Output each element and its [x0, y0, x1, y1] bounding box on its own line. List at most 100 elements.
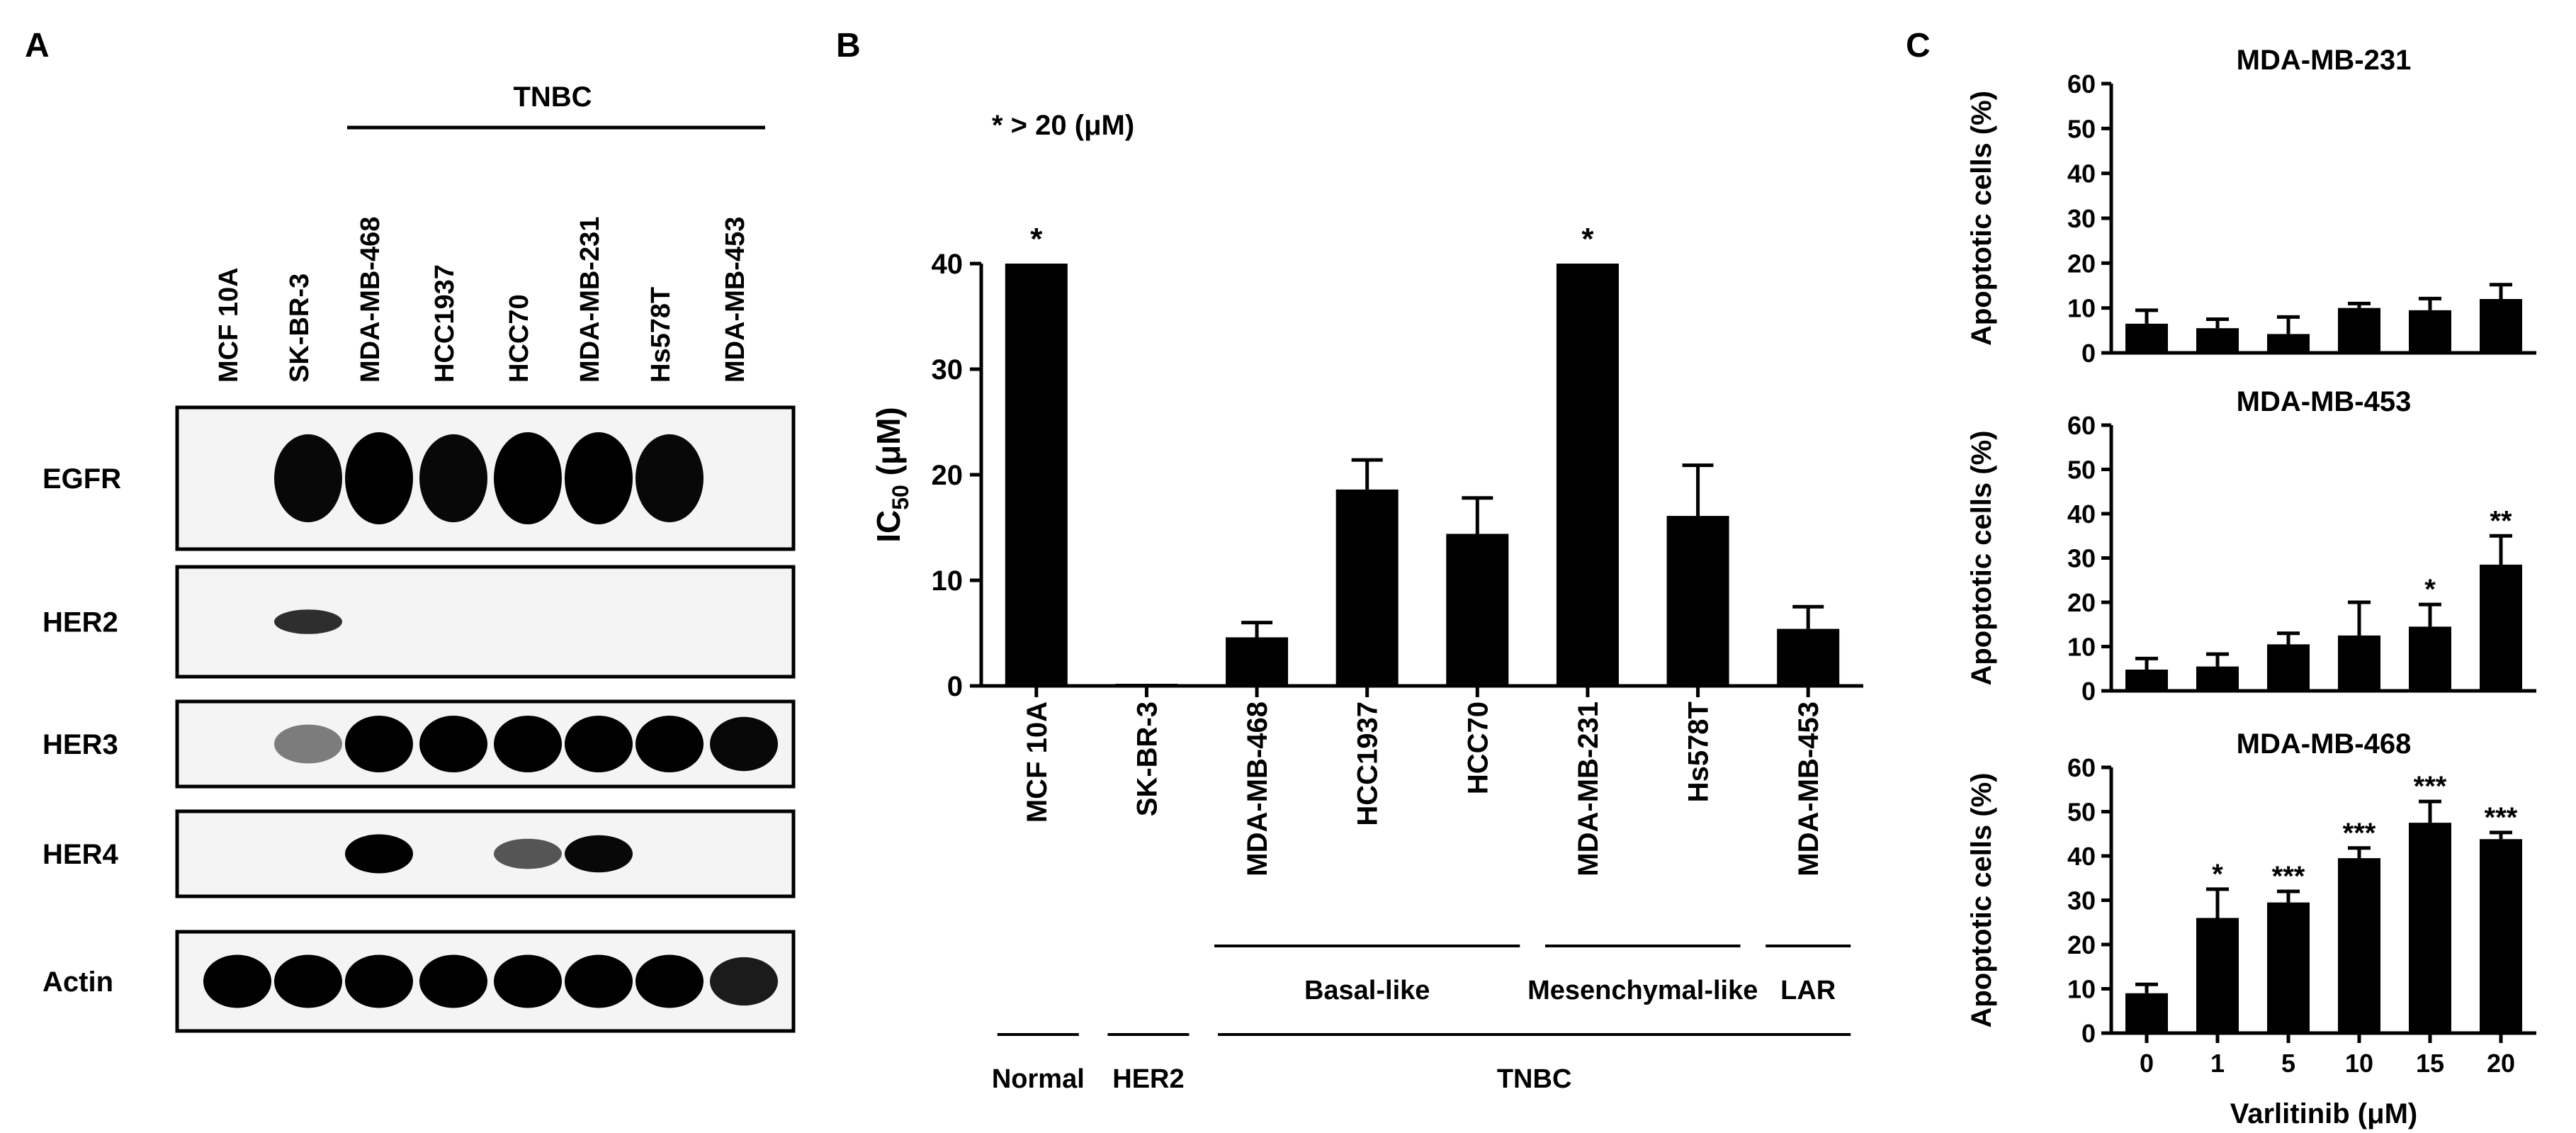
y-tick-label: 20: [932, 460, 964, 491]
bar: [2125, 323, 2168, 353]
x-tick-label: MDA-MB-453: [1793, 701, 1824, 876]
blot-band: [565, 835, 633, 873]
x-tick-label: 5: [2281, 1049, 2295, 1078]
bar: [2125, 993, 2168, 1033]
blot-band: [494, 954, 562, 1008]
blot-band: [274, 954, 342, 1008]
bar: [2196, 328, 2239, 353]
lane-label: HCC70: [504, 294, 534, 383]
blot-band: [419, 716, 487, 772]
x-tick-label: SK-BR-3: [1131, 701, 1163, 816]
y-axis-label-main: IC: [870, 510, 907, 543]
lane-label: MCF 10A: [214, 267, 244, 383]
subgroup-label: Basal-like: [1304, 976, 1430, 1005]
y-tick-label: 0: [2081, 677, 2096, 706]
western-blot-panel: TNBC MCF 10A SK-BR-3 MDA-MB-468 HCC1937 HCC7…: [43, 81, 796, 1033]
blot-band: [345, 432, 413, 524]
y-axis-label-subscript: 50: [888, 485, 913, 510]
y-tick-label: 30: [932, 354, 964, 385]
significance-mark: ***: [2485, 802, 2518, 833]
significance-mark: *: [2212, 859, 2223, 890]
blot-band: [419, 434, 487, 523]
blot-label: EGFR: [43, 463, 121, 495]
y-tick-label: 10: [2067, 294, 2096, 323]
group-label: Normal: [992, 1064, 1085, 1094]
y-tick-label: 30: [2067, 544, 2096, 573]
bar: [1666, 516, 1729, 686]
y-axis-label: Apoptotic cells (%): [1966, 91, 1997, 346]
blot-band: [710, 957, 778, 1006]
significance-note: * > 20 (μM): [992, 110, 1134, 141]
blot-band: [635, 954, 704, 1008]
tnbc-group-label: TNBC: [513, 81, 592, 113]
blot-band: [565, 432, 633, 524]
bar: [1777, 628, 1840, 686]
bar: [2480, 299, 2522, 353]
y-axis-label: Apoptotic cells (%): [1966, 772, 1997, 1027]
bar: [2125, 670, 2168, 691]
x-tick-label: HCC70: [1462, 701, 1493, 794]
lane-label: MDA-MB-468: [356, 217, 385, 383]
y-tick-label: 10: [932, 565, 964, 597]
y-tick-label: 20: [2067, 249, 2096, 278]
significance-mark: ***: [2343, 818, 2376, 849]
y-tick-label: 40: [2067, 842, 2096, 871]
significance-mark: *: [2424, 574, 2436, 605]
y-tick-label: 0: [947, 671, 963, 702]
y-tick-label: 60: [2067, 411, 2096, 440]
group-label: HER2: [1112, 1064, 1184, 1094]
y-tick-label: 20: [2067, 588, 2096, 617]
blot-band: [710, 716, 778, 772]
subgroup-label: Mesenchymal-like: [1527, 976, 1758, 1005]
blot-band: [203, 954, 271, 1008]
blot-band: [274, 724, 342, 764]
bar: [1115, 684, 1178, 686]
panel-label-a: A: [25, 27, 50, 64]
blot-band: [494, 432, 562, 524]
y-tick-label: 0: [2081, 1019, 2096, 1048]
bar: [2338, 308, 2380, 353]
significance-mark: ***: [2272, 861, 2305, 892]
y-tick-label: 40: [2067, 159, 2096, 188]
x-tick-label: 1: [2210, 1049, 2225, 1078]
x-tick-label: HCC1937: [1352, 701, 1384, 826]
bar: [1556, 264, 1619, 686]
y-tick-label: 60: [2067, 69, 2096, 98]
blot-label: HER3: [43, 729, 118, 760]
y-tick-label: 50: [2067, 114, 2096, 143]
blot-band: [635, 716, 704, 772]
bar: [2409, 626, 2451, 691]
blot-label: Actin: [43, 966, 113, 998]
y-tick-label: 10: [2067, 975, 2096, 1004]
blot-band: [274, 434, 342, 523]
significance-mark: *: [1581, 222, 1594, 257]
blot-band: [345, 954, 413, 1008]
y-tick-label: 50: [2067, 798, 2096, 827]
blot-frame: [175, 809, 796, 898]
x-tick-label: 10: [2345, 1049, 2373, 1078]
blot-band: [494, 716, 562, 772]
bar: [2267, 334, 2310, 353]
bar: [1335, 489, 1399, 686]
x-tick-label: MDA-MB-231: [1573, 701, 1604, 876]
y-tick-label: 50: [2067, 456, 2096, 485]
ic50-bar-chart: * > 20 (μM) IC50 (μM) 0 10 20 30 40 * MCF 10A SK-…: [870, 110, 1863, 1094]
bar: [2196, 918, 2239, 1033]
bar: [1446, 534, 1509, 686]
lane-label: SK-BR-3: [285, 274, 315, 383]
panel-label-b: B: [836, 27, 861, 64]
lane-label: HCC1937: [430, 264, 460, 383]
blot-band: [565, 954, 633, 1008]
chart-title: MDA-MB-468: [2237, 728, 2412, 760]
x-tick-label: Hs578T: [1683, 701, 1714, 802]
y-axis-label-unit: (μM): [870, 407, 907, 485]
bar: [2409, 823, 2451, 1033]
blot-label: HER2: [43, 607, 118, 638]
lane-label: Hs578T: [646, 287, 676, 383]
blot-band: [274, 609, 342, 634]
subgroup-label: LAR: [1780, 976, 1836, 1005]
x-tick-label: 20: [2487, 1049, 2515, 1078]
y-tick-label: 20: [2067, 930, 2096, 959]
